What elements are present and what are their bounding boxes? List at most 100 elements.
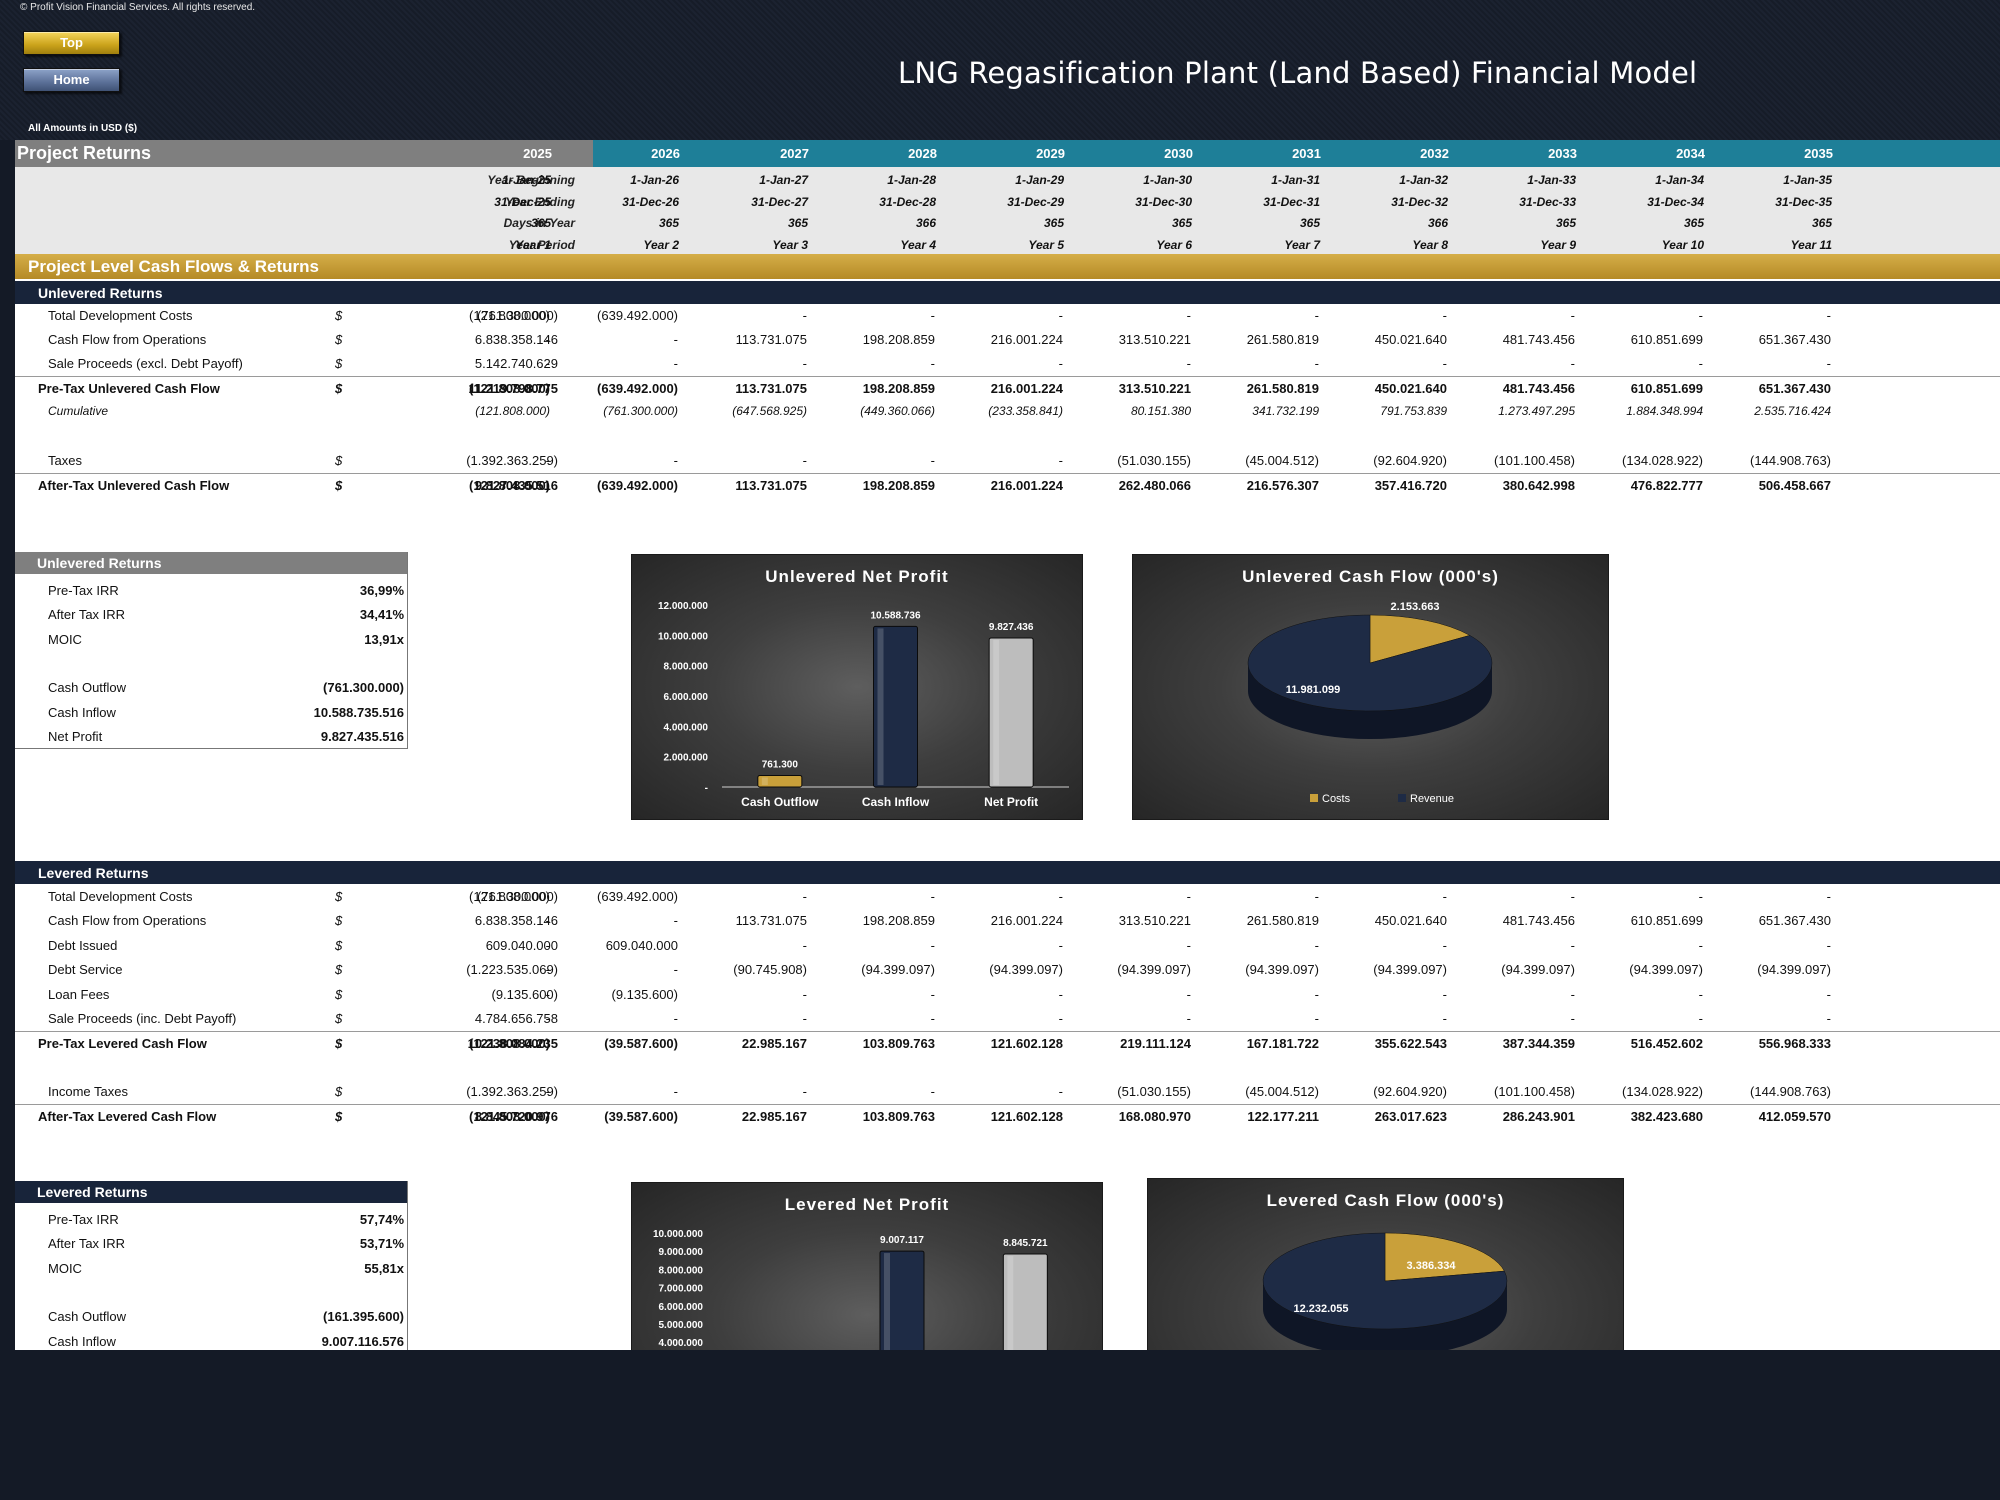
- table-cell: (9.135.600): [611, 987, 679, 1002]
- date-cell: 365: [1043, 216, 1064, 230]
- table-cell: -: [1442, 987, 1447, 1002]
- table-cell: 1.273.497.295: [1498, 404, 1575, 418]
- bar-highlight: [993, 639, 1000, 785]
- table-cell: -: [1570, 308, 1575, 323]
- summary-value: 10.588.735.516: [313, 705, 404, 720]
- table-row: Cumulative (121.808.000) (761.300.000) (647…: [15, 400, 2000, 424]
- table-cell: -: [1826, 356, 1831, 371]
- year-header-cell: 2032: [1420, 146, 1449, 161]
- summary-value: 13,91x: [364, 632, 404, 647]
- table-cell: -: [930, 938, 935, 953]
- date-row-label: Year Beginning: [487, 173, 575, 187]
- table-cell: (90.745.908): [733, 962, 807, 977]
- row-label: Sale Proceeds (excl. Debt Payoff): [48, 356, 243, 371]
- table-cell: (45.004.512): [1245, 453, 1319, 468]
- table-cell: -: [545, 453, 550, 468]
- summary-row: Cash Inflow 10.588.735.516: [15, 703, 407, 723]
- table-cell: 387.344.359: [1502, 1036, 1575, 1051]
- table-cell: 609.040.000: [605, 938, 678, 953]
- table-cell: 22.985.167: [741, 1036, 807, 1051]
- table-cell: (45.004.512): [1245, 1084, 1319, 1099]
- date-cell: 365: [1299, 216, 1320, 230]
- table-cell: -: [1186, 1011, 1191, 1026]
- table-cell: -: [1186, 889, 1191, 904]
- table-cell: 216.576.307: [1246, 478, 1319, 493]
- table-cell: 651.367.430: [1758, 332, 1831, 347]
- table-cell: (144.908.763): [1750, 1084, 1831, 1099]
- table-cell: (134.028.922): [1622, 453, 1703, 468]
- category-label: Net Profit: [984, 795, 1038, 809]
- y-tick-label: 10.000.000: [653, 1229, 703, 1240]
- data-label: 12.232.055: [1293, 1303, 1348, 1315]
- date-cell: 31-Dec-29: [1007, 194, 1064, 209]
- data-label: 8.845.721: [1003, 1238, 1048, 1249]
- table-cell: -: [1698, 987, 1703, 1002]
- chart-title: Unlevered Net Profit: [765, 567, 949, 586]
- date-cell: Year 5: [1028, 237, 1064, 252]
- table-cell: -: [1186, 356, 1191, 371]
- table-cell: 198.208.859: [862, 381, 935, 396]
- table-cell: -: [545, 987, 550, 1002]
- table-cell: 313.510.221: [1118, 913, 1191, 928]
- table-cell: (639.492.000): [597, 308, 678, 323]
- row-label: After-Tax Unlevered Cash Flow: [38, 478, 230, 493]
- table-cell: 198.208.859: [862, 332, 935, 347]
- table-cell: (134.028.922): [1622, 1084, 1703, 1099]
- table-row: After-Tax Unlevered Cash Flow $9.827.435.…: [15, 473, 2000, 498]
- date-cell: Year 7: [1284, 237, 1320, 252]
- table-cell: 219.111.124: [1120, 1036, 1191, 1051]
- table-cell: -: [1826, 308, 1831, 323]
- date-cell: 365: [787, 216, 808, 230]
- y-tick-label: 12.000.000: [658, 601, 708, 612]
- y-tick-label: 4.000.000: [664, 722, 709, 733]
- table-cell: -: [802, 308, 807, 323]
- table-cell: 261.580.819: [1246, 381, 1319, 396]
- section-title: Project Returns: [15, 140, 595, 167]
- summary-label: Pre-Tax IRR: [48, 1212, 119, 1227]
- summary-label: After Tax IRR: [48, 1236, 126, 1251]
- currency-symbol: $: [335, 356, 343, 371]
- table-cell: -: [1442, 356, 1447, 371]
- currency-symbol: $: [335, 987, 343, 1002]
- table-cell: -: [545, 1084, 550, 1099]
- table-cell: -: [802, 938, 807, 953]
- year-header-cell: 2034: [1676, 146, 1705, 161]
- table-cell: 216.001.224: [990, 332, 1063, 347]
- date-cell: Year 4: [900, 237, 936, 252]
- row-total: 609.040.000: [485, 938, 558, 953]
- table-cell: 198.208.859: [862, 478, 935, 493]
- data-label: 10.588.736: [870, 610, 920, 621]
- date-cell: Year 8: [1412, 237, 1448, 252]
- table-cell: (92.604.920): [1373, 1084, 1447, 1099]
- row-label: Loan Fees: [48, 987, 110, 1002]
- table-cell: (94.399.097): [1117, 962, 1191, 977]
- year-header-cell: 2035: [1804, 146, 1833, 161]
- table-cell: -: [930, 453, 935, 468]
- table-cell: 313.510.221: [1118, 332, 1191, 347]
- row-total: (1.392.363.259): [466, 1084, 558, 1099]
- table-cell: (144.908.763): [1750, 453, 1831, 468]
- table-cell: -: [1826, 889, 1831, 904]
- home-button[interactable]: Home: [23, 68, 120, 92]
- table-row: Pre-Tax Levered Cash Flow $10.238.084.235…: [15, 1031, 2000, 1056]
- year-header-cell: 2031: [1292, 146, 1321, 161]
- date-cell: 31-Dec-28: [879, 194, 936, 209]
- row-label: Debt Service: [48, 962, 123, 977]
- date-cell: 1-Jan-32: [1399, 173, 1448, 187]
- year-header-cell: 2025: [523, 146, 552, 161]
- pie-chart-svg: 2.153.663 11.981.099 Costs Revenue: [1247, 601, 1493, 805]
- bar-highlight: [1007, 1256, 1014, 1413]
- table-cell: -: [1442, 308, 1447, 323]
- top-button[interactable]: Top: [23, 31, 120, 55]
- chart-title: Levered Net Profit: [784, 1195, 950, 1214]
- table-cell: -: [1314, 889, 1319, 904]
- summary-label: Cash Outflow: [48, 680, 127, 695]
- date-cell: 31-Dec-32: [1391, 194, 1448, 209]
- table-cell: 286.243.901: [1502, 1109, 1575, 1124]
- table-cell: (639.492.000): [597, 478, 678, 493]
- levered-header: Levered Returns: [15, 861, 2000, 884]
- table-cell: 481.743.456: [1502, 913, 1575, 928]
- table-cell: -: [673, 332, 678, 347]
- row-label: Total Development Costs: [48, 308, 193, 323]
- table-cell: 556.968.333: [1758, 1036, 1831, 1051]
